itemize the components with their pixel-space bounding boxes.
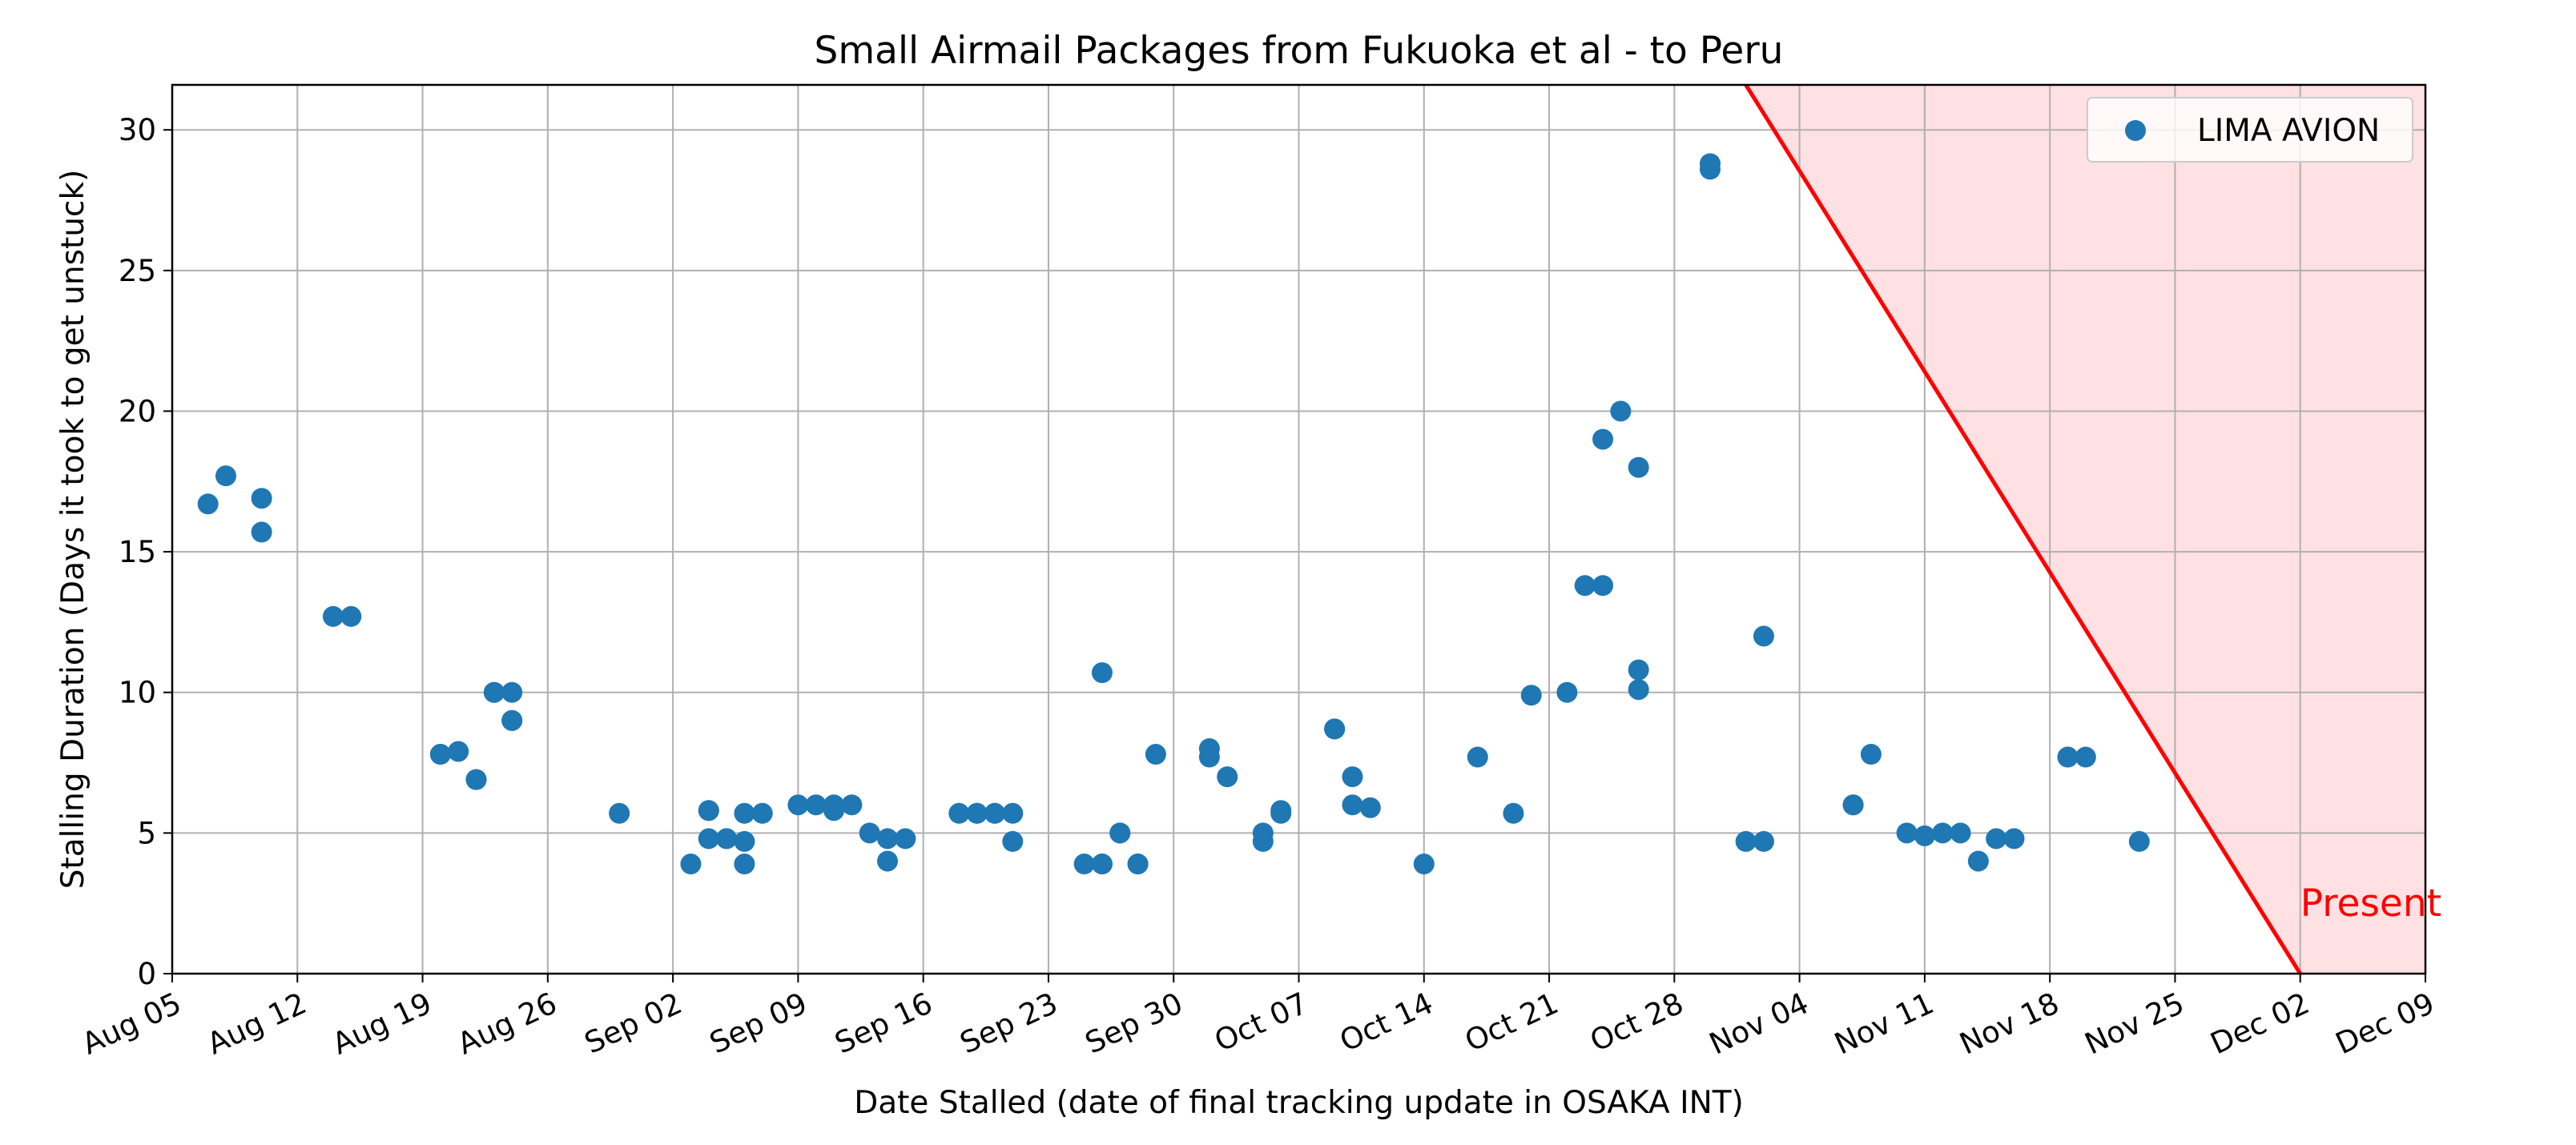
data-point — [751, 802, 773, 824]
y-tick-label: 5 — [137, 816, 156, 850]
data-point — [2003, 828, 2025, 850]
chart-title: Small Airmail Packages from Fukuoka et a… — [815, 29, 1784, 73]
data-point — [251, 521, 272, 543]
data-point — [1091, 662, 1113, 684]
data-point — [1359, 797, 1381, 818]
data-point — [1145, 744, 1166, 765]
data-point — [823, 794, 845, 816]
data-point — [483, 681, 505, 703]
data-point — [877, 828, 899, 850]
y-axis-label: Stalling Duration (Days it took to get u… — [55, 170, 91, 890]
data-point — [322, 605, 344, 627]
y-tick-label: 10 — [119, 676, 156, 710]
data-point — [2057, 746, 2079, 768]
y-axis-ticks: 0 5 10 15 20 25 30 — [119, 113, 172, 991]
data-point — [1342, 766, 1363, 788]
data-point — [734, 830, 755, 852]
legend: LIMA AVION — [2087, 97, 2413, 163]
y-tick-label: 20 — [119, 394, 156, 428]
data-point — [1628, 679, 1649, 701]
data-point — [1592, 428, 1614, 450]
present-line-segment — [1744, 83, 2302, 975]
data-point — [2128, 830, 2150, 852]
legend-box — [2087, 97, 2413, 163]
data-point — [1592, 575, 1614, 597]
data-point — [966, 802, 988, 824]
data-point — [609, 802, 630, 824]
data-point — [984, 802, 1005, 824]
data-point — [1127, 854, 1149, 875]
data-point — [501, 681, 523, 703]
data-point — [698, 800, 719, 822]
data-point — [1753, 625, 1774, 647]
data-point — [340, 605, 362, 627]
data-point — [1628, 659, 1649, 681]
data-point — [716, 828, 738, 850]
data-point — [1342, 794, 1363, 816]
data-point — [1860, 744, 1882, 765]
data-point — [698, 828, 719, 850]
data-point — [859, 822, 880, 844]
data-point — [1986, 828, 2007, 850]
data-point — [1109, 822, 1131, 844]
data-point — [1753, 830, 1774, 852]
data-point — [465, 769, 487, 790]
data-point — [1467, 746, 1488, 768]
data-point — [680, 854, 702, 875]
data-point — [841, 794, 863, 816]
data-point — [1932, 822, 1954, 844]
data-point — [2075, 746, 2096, 768]
present-annotation-label: Present — [2300, 882, 2441, 926]
data-point — [1324, 718, 1346, 740]
y-tick-label: 15 — [119, 535, 156, 569]
data-point — [1556, 681, 1578, 703]
data-point — [1699, 153, 1721, 175]
legend-marker-lima-avion — [2125, 120, 2146, 141]
data-point — [895, 828, 916, 850]
data-point — [1628, 456, 1649, 478]
data-point — [215, 465, 236, 487]
present-line — [1744, 83, 2302, 975]
legend-label-lima-avion: LIMA AVION — [2197, 113, 2380, 149]
data-point — [1002, 830, 1024, 852]
present-shade-polygon — [1745, 85, 2425, 974]
present-shaded-region — [1745, 85, 2425, 974]
data-point — [1735, 830, 1757, 852]
data-point — [251, 488, 272, 509]
y-tick-label: 25 — [119, 254, 156, 288]
data-point — [1252, 822, 1274, 844]
y-tick-label: 30 — [119, 113, 156, 147]
data-point — [1520, 685, 1542, 706]
data-point — [787, 794, 809, 816]
data-point — [948, 802, 970, 824]
data-point — [1198, 737, 1220, 759]
data-point — [501, 709, 523, 731]
data-point — [1967, 850, 1989, 872]
data-point — [1896, 822, 1918, 844]
data-point — [1413, 854, 1435, 875]
data-point — [1950, 822, 1971, 844]
data-point — [1574, 575, 1596, 597]
data-point — [1073, 854, 1095, 875]
data-point — [1217, 766, 1238, 788]
data-point — [805, 794, 827, 816]
data-point — [1270, 800, 1292, 822]
data-point — [1091, 854, 1113, 875]
data-point — [1002, 802, 1024, 824]
data-point — [877, 850, 899, 872]
data-point — [734, 802, 755, 824]
x-axis-label: Date Stalled (date of final tracking upd… — [854, 1085, 1744, 1121]
data-point — [1503, 802, 1524, 824]
data-point — [1914, 825, 1935, 846]
data-point — [1610, 400, 1632, 422]
data-point — [197, 493, 219, 515]
data-point — [448, 741, 469, 762]
y-tick-label: 0 — [137, 957, 156, 991]
data-point — [734, 854, 755, 875]
scatter-points — [197, 153, 2150, 875]
data-point — [1842, 794, 1864, 816]
data-point — [429, 744, 451, 765]
